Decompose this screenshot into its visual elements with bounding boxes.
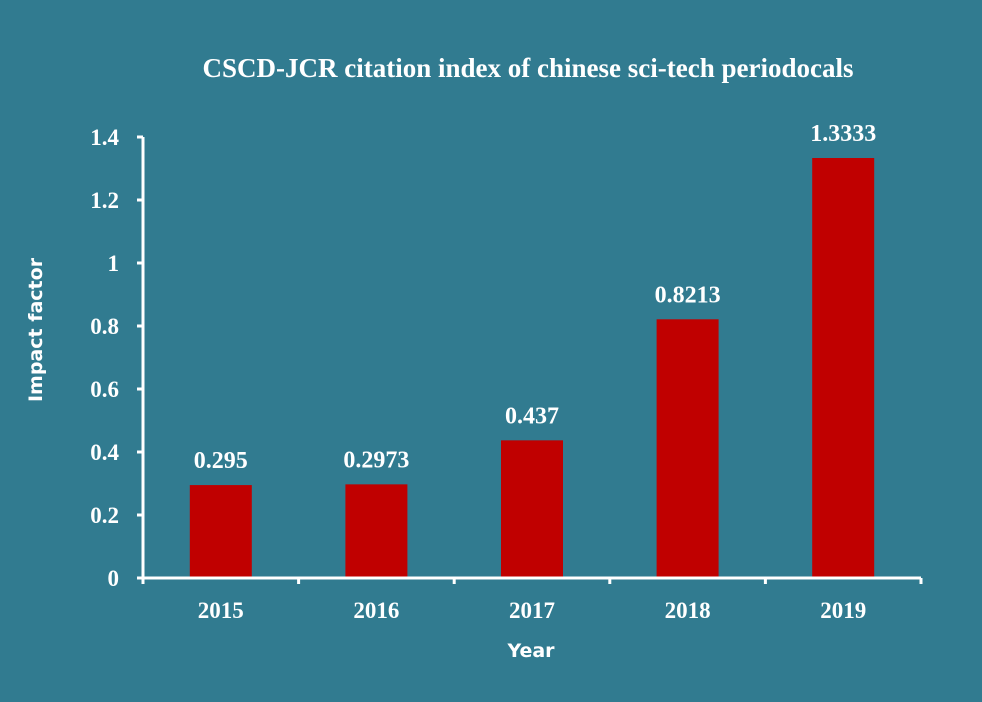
y-tick-label-0.2: 0.2: [90, 503, 119, 528]
x-axis-label: Year: [506, 640, 555, 662]
x-tick-label-2016: 2016: [353, 598, 399, 623]
x-tick-label-2015: 2015: [198, 598, 244, 623]
bar-2019: [812, 158, 875, 578]
y-tick-label-0: 0: [108, 566, 120, 591]
y-tick-label-0.6: 0.6: [90, 377, 119, 402]
bar-2017: [501, 440, 563, 578]
data-label-2017: 0.437: [505, 403, 559, 429]
bars-group: 0.295 0.2973 0.437 0.8213 1.3333: [189, 121, 876, 578]
x-tick-label-2017: 2017: [509, 598, 555, 623]
y-axis-label: Impact factor: [25, 257, 47, 402]
bar-2016: [345, 484, 408, 578]
y-tick-label-1: 1: [108, 251, 120, 276]
y-tick-label-0.4: 0.4: [90, 440, 119, 465]
data-label-2019: 1.3333: [810, 121, 876, 147]
x-tick-label-2018: 2018: [665, 598, 711, 623]
y-tick-label-1.2: 1.2: [90, 188, 119, 213]
data-label-2018: 0.8213: [655, 282, 721, 308]
y-tick-label-0.8: 0.8: [90, 314, 119, 339]
chart-title: CSCD-JCR citation index of chinese sci-t…: [203, 53, 854, 83]
x-tick-label-2019: 2019: [820, 598, 866, 623]
y-tick-label-1.4: 1.4: [90, 125, 119, 150]
axes-group: 2015 2016 2017 2018 2019 0 0.2 0.4 0.6 0.8 1 1.2 1.4: [90, 125, 923, 623]
bar-2018: [656, 319, 719, 578]
data-label-2015: 0.295: [194, 448, 248, 474]
data-label-2016: 0.2973: [343, 447, 409, 473]
bar-2015: [189, 485, 252, 578]
